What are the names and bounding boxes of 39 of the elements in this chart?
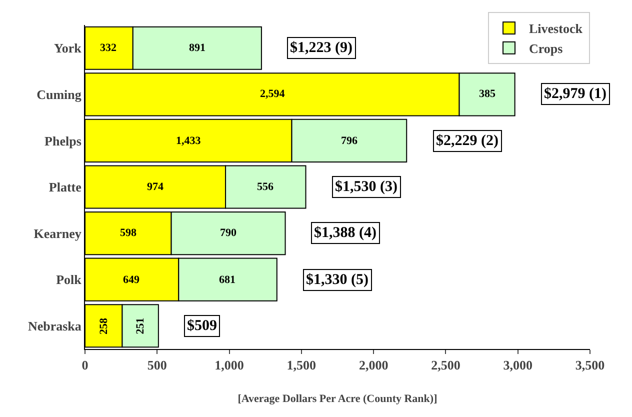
x-axis-title: [Average Dollars Per Acre (County Rank)] xyxy=(238,392,438,405)
data-label: 891 xyxy=(189,42,206,54)
total-label: $509 xyxy=(187,318,217,334)
x-tick-label: 1,000 xyxy=(214,358,244,373)
total-label: $2,229 (2) xyxy=(436,133,498,149)
x-tick-label: 1,500 xyxy=(286,358,316,373)
data-label: 332 xyxy=(100,42,117,54)
data-label: 385 xyxy=(479,88,496,100)
total-label: $1,330 (5) xyxy=(306,272,368,288)
y-tick-label: Cuming xyxy=(36,86,82,102)
data-label: 974 xyxy=(147,181,164,193)
data-label: 251 xyxy=(134,318,146,334)
x-tick-label: 3,500 xyxy=(575,358,605,373)
x-tick-label: 0 xyxy=(82,358,88,373)
data-label: 649 xyxy=(123,274,140,286)
x-tick-label: 2,500 xyxy=(431,358,460,373)
legend-label: Crops xyxy=(529,40,563,56)
total-label: $1,388 (4) xyxy=(314,225,376,241)
data-label: 790 xyxy=(220,227,237,239)
y-tick-label: Kearney xyxy=(34,226,82,241)
data-label: 258 xyxy=(98,317,110,334)
x-tick-label: 500 xyxy=(147,358,167,373)
data-label: 681 xyxy=(219,274,236,286)
total-label: $2,979 (1) xyxy=(544,86,606,102)
y-tick-label: York xyxy=(54,40,82,56)
y-tick-label: Platte xyxy=(48,180,82,195)
y-tick-label: Phelps xyxy=(44,133,82,148)
y-tick-label: Polk xyxy=(56,272,82,288)
data-label: 796 xyxy=(341,135,358,147)
data-label: 556 xyxy=(257,181,274,193)
x-tick-label: 3,000 xyxy=(503,358,532,373)
legend-label: Livestock xyxy=(529,21,584,36)
data-label: 2,594 xyxy=(260,88,286,100)
data-label: 598 xyxy=(120,227,137,239)
total-label: $1,223 (9) xyxy=(290,40,352,56)
y-tick-label: Nebraska xyxy=(28,318,82,334)
data-label: 1,433 xyxy=(176,135,202,147)
x-tick-label: 2,000 xyxy=(358,358,388,373)
total-label: $1,530 (3) xyxy=(335,179,398,195)
